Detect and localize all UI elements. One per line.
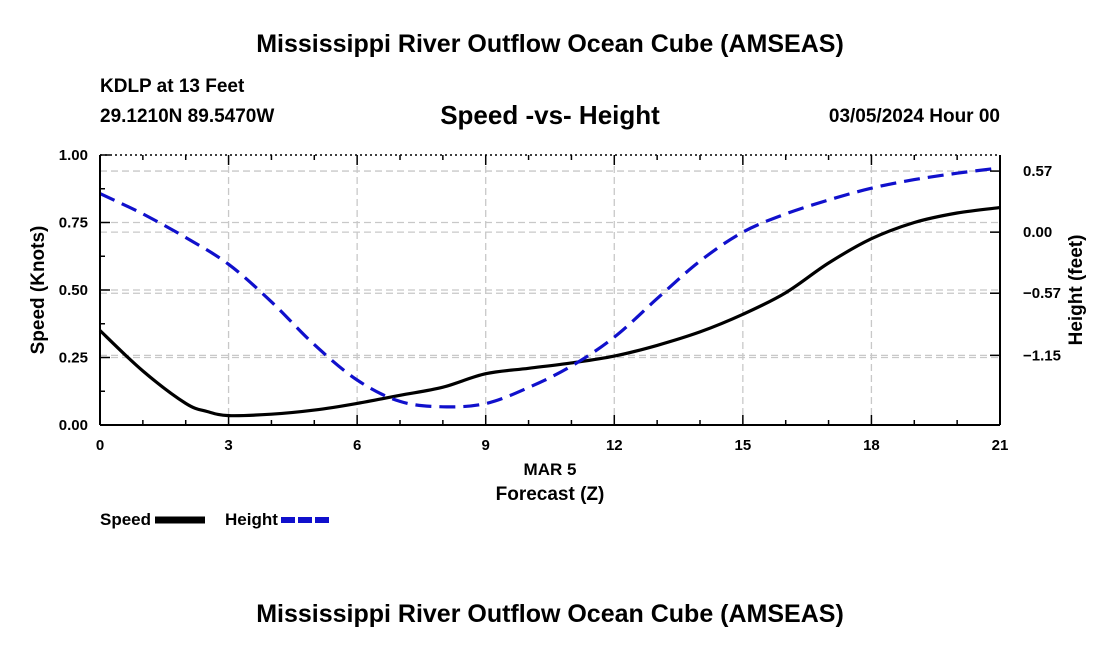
- x-tick-label: 18: [863, 437, 880, 454]
- x-axis-title: Forecast (Z): [496, 484, 605, 505]
- y-left-tick-label: 1.00: [59, 147, 88, 164]
- y-right-tick-label: −0.57: [1023, 285, 1061, 302]
- series-line-speed: [98, 206, 1001, 418]
- forecast-date-label: 03/05/2024 Hour 00: [828, 106, 1000, 127]
- x-tick-label: 3: [224, 437, 232, 454]
- y-right-tick-label: 0.57: [1023, 163, 1052, 180]
- legend-entry-speed: Speed: [100, 510, 207, 530]
- y-left-tick-label: 0.00: [59, 417, 88, 434]
- series-line-height: [99, 166, 1001, 409]
- legend-entry-height: Height: [225, 510, 334, 530]
- y-left-axis-title: Speed (Knots): [28, 226, 49, 355]
- y-left-tick-label: 0.25: [59, 350, 88, 367]
- x-tick-label: 21: [992, 437, 1009, 454]
- legend-speed-label: Speed: [100, 510, 152, 529]
- axis-labels: MAR 5 Forecast (Z) Speed (Knots) Height …: [28, 226, 1087, 505]
- x-tick-label: 6: [353, 437, 361, 454]
- y-left-tick-label: 0.75: [59, 215, 88, 232]
- y-left-tick-label: 0.50: [59, 282, 88, 299]
- x-date-label: MAR 5: [524, 460, 577, 479]
- chart-title: Speed -vs- Height: [440, 100, 660, 130]
- x-tick-label: 15: [735, 437, 752, 454]
- y-right-tick-label: −1.15: [1023, 347, 1061, 364]
- x-tick-label: 12: [606, 437, 623, 454]
- legend-height-label: Height: [225, 510, 278, 529]
- legend-speed-swatch: [155, 516, 206, 524]
- footer-title: Mississippi River Outflow Ocean Cube (AM…: [256, 600, 844, 628]
- y-right-axis-title: Height (feet): [1066, 235, 1087, 346]
- axes: 0 3 6 9 12 15 18 21 0.00 0.25 0.50 0.75 1.00 −1.15 −0.…: [59, 147, 1061, 454]
- grid: [100, 155, 1000, 425]
- coordinates-label: 29.1210N 89.5470W: [100, 106, 275, 127]
- x-tick-label: 9: [482, 437, 490, 454]
- legend: Speed Height: [100, 509, 352, 531]
- series-layer: [98, 166, 1001, 418]
- legend-height-swatch: [280, 517, 332, 523]
- station-label: KDLP at 13 Feet: [100, 76, 245, 97]
- x-tick-label: 0: [96, 437, 104, 454]
- main-title: Mississippi River Outflow Ocean Cube (AM…: [256, 30, 844, 58]
- y-right-tick-label: 0.00: [1023, 224, 1052, 241]
